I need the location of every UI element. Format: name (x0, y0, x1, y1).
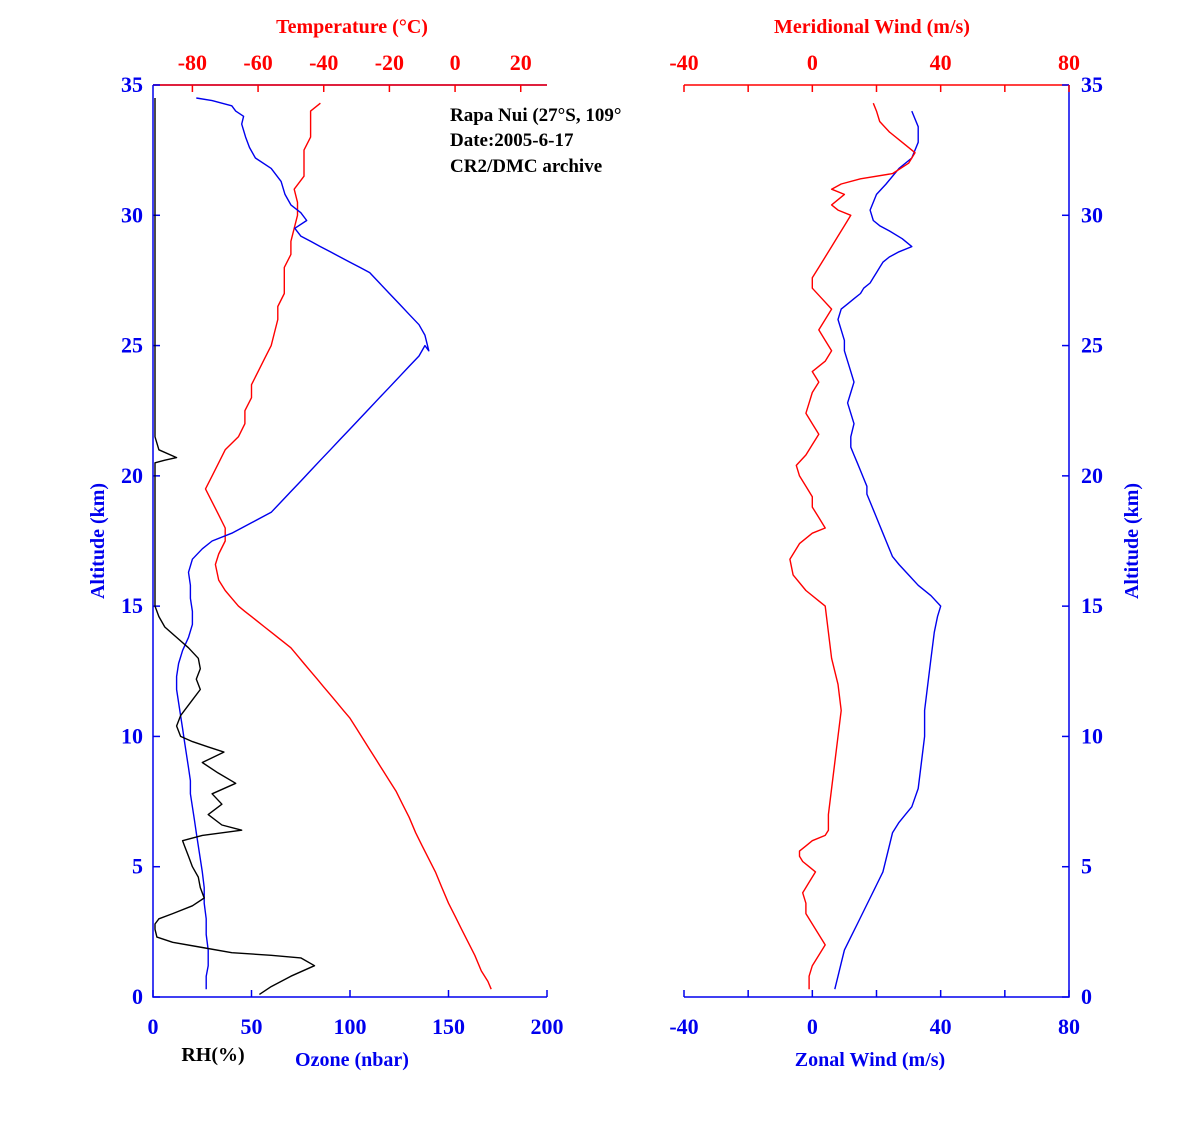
left-y-axis-title: Altitude (km) (87, 483, 109, 599)
left-y-tick-label: 10 (121, 723, 143, 748)
right-y-tick-label: 10 (1081, 723, 1103, 748)
right-series (789, 102, 942, 990)
zonal-axis-title: Zonal Wind (m/s) (795, 1049, 945, 1071)
left-y-tick-label: 5 (132, 854, 143, 879)
left-y-tick-label: 20 (121, 463, 143, 488)
rh-axis-title: RH(%) (181, 1044, 244, 1066)
right-bottom-tick-label: 40 (930, 1014, 952, 1039)
left-bottom-tick-label: 0 (148, 1014, 159, 1039)
right-top-ticks: -40 0 40 80 (669, 50, 1080, 92)
right-top-axis-title: Meridional Wind (m/s) (774, 16, 970, 38)
archive-label: CR2/DMC archive (450, 156, 602, 177)
right-top-tick-label: 40 (930, 50, 952, 75)
right-bottom-tick-label: 80 (1058, 1014, 1080, 1039)
left-top-ticks: -80 -60 -40 -20 0 20 (178, 50, 532, 92)
left-top-tick-label: 0 (450, 50, 461, 75)
left-bottom-ticks: 0 50 100 150 200 (148, 990, 564, 1039)
left-bottom-tick-label: 100 (334, 1014, 367, 1039)
left-top-tick-label: 20 (510, 50, 532, 75)
station-label: Rapa Nui (27°S, 109° (450, 105, 621, 126)
left-y-tick-label: 35 (121, 72, 143, 97)
left-y-tick-label: 30 (121, 202, 143, 227)
left-bottom-tick-label: 50 (241, 1014, 263, 1039)
right-y-tick-label: 0 (1081, 984, 1092, 1009)
left-top-tick-label: -60 (243, 50, 272, 75)
left-series-line-2 (154, 98, 316, 995)
left-bottom-tick-label: 200 (531, 1014, 564, 1039)
left-series-line-1 (175, 97, 430, 990)
left-series (154, 97, 492, 995)
left-top-axis-title: Temperature (°C) (276, 16, 428, 38)
left-y-tick-label: 0 (132, 984, 143, 1009)
right-y-tick-label: 20 (1081, 463, 1103, 488)
ozone-axis-title: Ozone (nbar) (295, 1049, 409, 1071)
right-series-line-1 (789, 102, 916, 990)
left-top-tick-label: -20 (375, 50, 404, 75)
left-series-line-0 (204, 102, 492, 990)
right-y-ticks: 0 5 10 15 20 25 30 35 (1062, 72, 1103, 1009)
left-top-tick-label: -80 (178, 50, 207, 75)
right-bottom-ticks: -40 0 40 80 (669, 990, 1080, 1039)
left-bottom-tick-label: 150 (432, 1014, 465, 1039)
right-top-tick-label: -40 (669, 50, 698, 75)
right-y-axis-title: Altitude (km) (1121, 483, 1143, 599)
left-y-tick-label: 15 (121, 593, 143, 618)
left-top-tick-label: -40 (309, 50, 338, 75)
right-axes-frame (684, 85, 1070, 998)
date-label: Date:2005-6-17 (450, 130, 574, 151)
right-panel: 0 5 10 15 20 25 30 35 -40 0 40 80 -40 0 40 80 Meridio… (669, 16, 1143, 1071)
right-y-tick-label: 15 (1081, 593, 1103, 618)
right-y-tick-label: 30 (1081, 202, 1103, 227)
right-bottom-tick-label: 0 (807, 1014, 818, 1039)
right-y-tick-label: 35 (1081, 72, 1103, 97)
right-y-tick-label: 5 (1081, 854, 1092, 879)
right-top-tick-label: 80 (1058, 50, 1080, 75)
right-top-tick-label: 0 (807, 50, 818, 75)
right-bottom-tick-label: -40 (669, 1014, 698, 1039)
right-y-tick-label: 25 (1081, 333, 1103, 358)
left-y-ticks: 0 5 10 15 20 25 30 35 (121, 72, 160, 1009)
left-y-tick-label: 25 (121, 333, 143, 358)
right-series-line-0 (834, 110, 942, 990)
